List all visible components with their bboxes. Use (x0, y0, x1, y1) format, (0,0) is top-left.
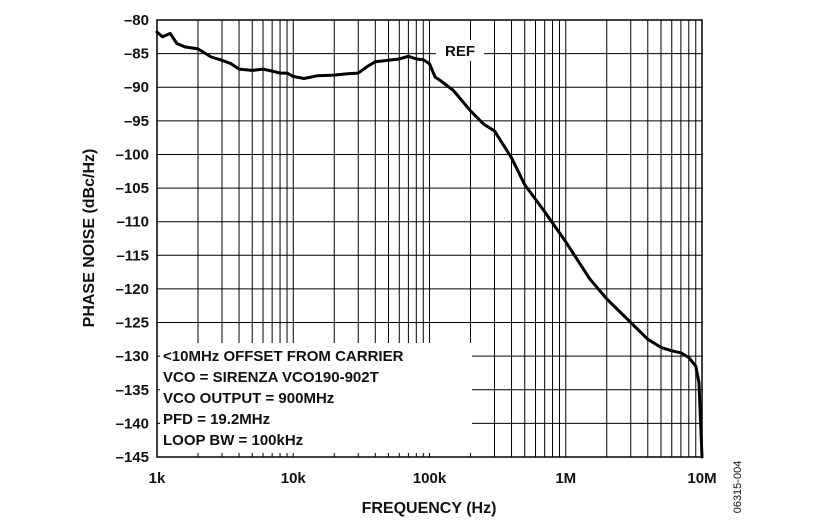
ref-label-background (436, 40, 484, 61)
x-axis-tick-labels: 1k 10k 100k 1M 10M (149, 470, 717, 487)
annotation-line-vco-output: VCO OUTPUT = 900MHz (163, 390, 334, 407)
plot-area-frame (156, 19, 703, 458)
annotation-line-pfd: PFD = 19.2MHz (163, 411, 270, 428)
x-tick-label: 1M (555, 470, 576, 487)
y-tick-label: –125 (116, 315, 149, 332)
y-tick-label: –110 (116, 214, 149, 231)
x-axis-title: FREQUENCY (Hz) (362, 500, 497, 517)
y-axis-title: PHASE NOISE (dBc/Hz) (81, 149, 98, 328)
phase-noise-curve (155, 30, 704, 459)
x-tick-label: 10M (687, 470, 716, 487)
figure-id: 06315-004 (732, 461, 744, 514)
annotation-text-block: <10MHz OFFSET FROM CARRIER VCO = SIRENZA… (163, 348, 404, 449)
annotation-line-loop-bw: LOOP BW = 100kHz (163, 432, 303, 449)
y-tick-label: –145 (116, 449, 149, 466)
annotation-box (160, 343, 472, 453)
y-tick-label: –85 (124, 46, 149, 63)
y-tick-label: –80 (124, 12, 149, 29)
annotation-line-offset: <10MHz OFFSET FROM CARRIER (163, 348, 404, 365)
y-axis-tick-labels: –80 –85 –90 –95 –100 –105 –110 –115 –120 –125 –130… (116, 12, 149, 466)
y-tick-label: –135 (116, 382, 149, 399)
y-tick-label: –100 (116, 146, 149, 163)
x-tick-label: 100k (413, 470, 447, 487)
y-tick-label: –95 (124, 113, 149, 130)
y-tick-label: –130 (116, 348, 149, 365)
ref-label: REF (445, 43, 475, 60)
annotation-line-vco: VCO = SIRENZA VCO190-902T (163, 369, 379, 386)
y-tick-label: –105 (116, 180, 149, 197)
x-tick-label: 1k (149, 470, 166, 487)
x-tick-label: 10k (281, 470, 307, 487)
y-tick-label: –120 (116, 281, 149, 298)
y-tick-label: –115 (116, 247, 149, 264)
y-tick-label: –90 (124, 79, 149, 96)
y-tick-label: –140 (116, 415, 149, 432)
